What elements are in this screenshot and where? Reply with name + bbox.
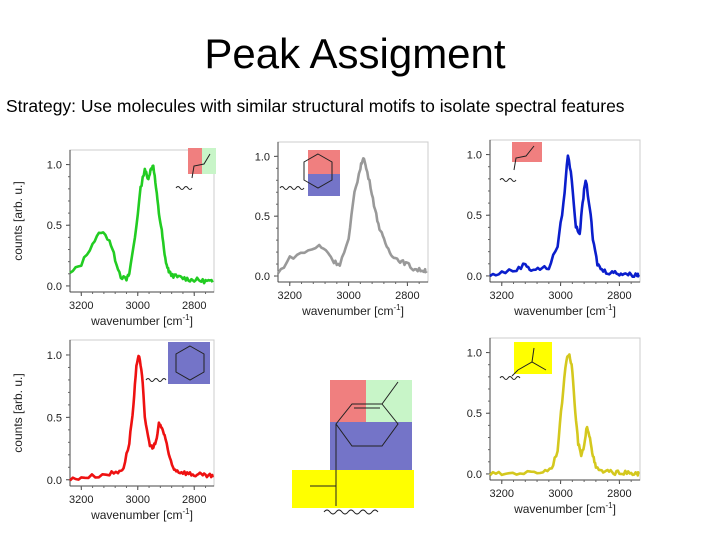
y-axis-label: counts [arb. u.] bbox=[11, 181, 25, 260]
spectrum-panel-yellow: 0.0 0.5 1.0 3200 3000 2800 wavenumber [cm-1] bbox=[462, 330, 644, 530]
y-tick-label: 0.0 bbox=[467, 271, 482, 283]
x-tick-label: 3200 bbox=[490, 488, 514, 500]
spectrum-panel-blue: 0.0 0.5 1.0 3200 3000 2800 wavenumber [cm-1] bbox=[462, 130, 644, 335]
plot-frame bbox=[489, 337, 641, 481]
x-tick-label: 2800 bbox=[607, 290, 631, 302]
spectrum-series-line bbox=[69, 354, 214, 482]
y-tick-label: 1.0 bbox=[467, 150, 482, 162]
motif-yellow-region bbox=[292, 470, 414, 508]
x-tick-label: 3000 bbox=[548, 290, 572, 302]
y-tick-label: 0.0 bbox=[47, 475, 62, 487]
x-tick-label: 3200 bbox=[278, 290, 302, 302]
y-tick-label: 1.0 bbox=[467, 348, 482, 360]
x-tick-label: 3200 bbox=[69, 494, 93, 506]
structure-motif-inset bbox=[175, 148, 216, 190]
x-tick-label: 3200 bbox=[490, 290, 514, 302]
spectrum-panel-green: 0.0 0.5 1.0 3200 3000 2800 wavenumber [cm-1] co… bbox=[6, 140, 218, 336]
spectrum-panel-red: 0.0 0.5 1.0 3200 3000 2800 wavenumber [cm-1] co… bbox=[6, 332, 218, 532]
x-tick-label: 3000 bbox=[126, 494, 150, 506]
y-axis-label: counts [arb. u.] bbox=[11, 373, 25, 452]
motif-red-region bbox=[330, 380, 366, 422]
spectrum-series-line bbox=[276, 156, 428, 274]
y-tick-label: 0.0 bbox=[255, 271, 270, 283]
molecule-bonds bbox=[310, 381, 399, 515]
x-tick-label: 3200 bbox=[69, 300, 93, 312]
y-tick-label: 0.5 bbox=[255, 211, 270, 223]
y-tick-label: 1.0 bbox=[255, 151, 270, 163]
y-tick-label: 0.0 bbox=[47, 281, 62, 293]
x-axis-label: wavenumber [cm-1] bbox=[301, 303, 404, 318]
slide-subtitle: Strategy: Use molecules with similar str… bbox=[6, 96, 625, 116]
x-axis-label: wavenumber [cm-1] bbox=[90, 507, 193, 522]
spectrum-series-line bbox=[69, 164, 214, 285]
motif-green-region bbox=[366, 380, 412, 422]
structure-motif-inset bbox=[279, 150, 340, 196]
x-axis-label: wavenumber [cm-1] bbox=[513, 501, 616, 516]
y-tick-label: 0.5 bbox=[467, 210, 482, 222]
x-axis-label: wavenumber [cm-1] bbox=[513, 303, 616, 318]
y-tick-label: 0.5 bbox=[467, 408, 482, 420]
x-tick-label: 2800 bbox=[182, 300, 206, 312]
structure-motif-inset bbox=[499, 342, 552, 380]
x-tick-label: 2800 bbox=[607, 488, 631, 500]
x-axis-label: wavenumber [cm-1] bbox=[90, 313, 193, 328]
y-tick-label: 0.0 bbox=[467, 469, 482, 481]
y-tick-label: 0.5 bbox=[47, 220, 62, 232]
spectrum-panel-gray: 0.0 0.5 1.0 3200 3000 2800 wavenumber [cm-1] bbox=[246, 130, 436, 335]
structure-motif-inset bbox=[145, 342, 210, 384]
x-tick-label: 3000 bbox=[126, 300, 150, 312]
x-tick-label: 3000 bbox=[336, 290, 360, 302]
y-tick-label: 1.0 bbox=[47, 350, 62, 362]
slide-title: Peak Assigment bbox=[204, 30, 506, 77]
spectrum-series-line bbox=[489, 353, 640, 477]
y-tick-label: 1.0 bbox=[47, 160, 62, 172]
x-tick-label: 3000 bbox=[548, 488, 572, 500]
x-tick-label: 2800 bbox=[182, 494, 206, 506]
spectrum-series-line bbox=[489, 154, 640, 278]
structure-motif-inset bbox=[499, 142, 542, 182]
x-tick-label: 2800 bbox=[395, 290, 419, 302]
y-tick-label: 0.5 bbox=[47, 412, 62, 424]
molecule-structure bbox=[290, 378, 418, 523]
